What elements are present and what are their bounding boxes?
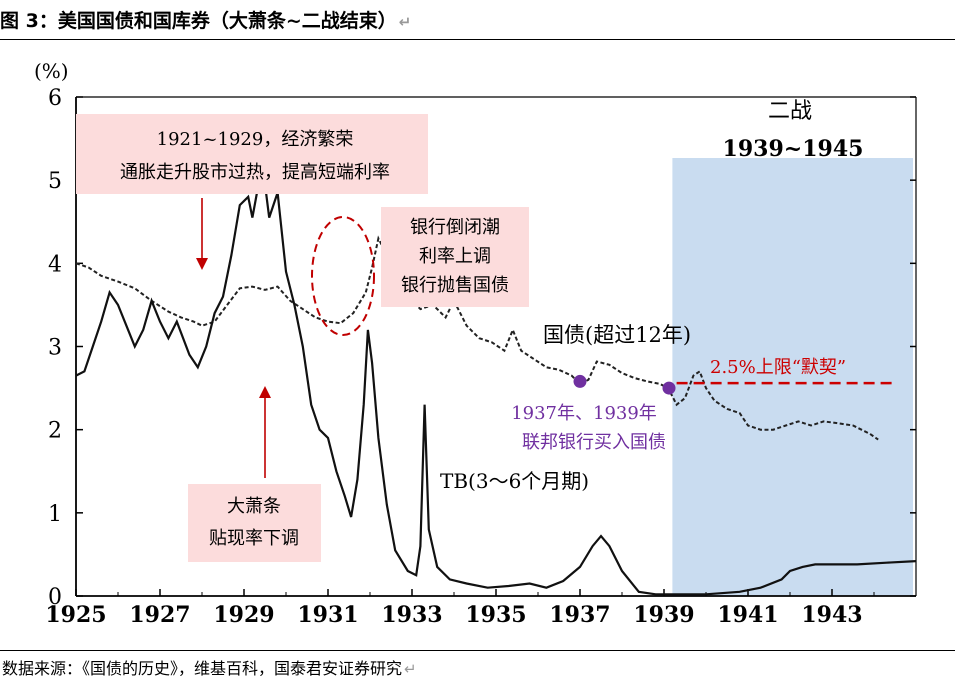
tb-series-label: TB(3～6个月期): [440, 469, 589, 493]
x-tick-label: 1929: [213, 602, 274, 628]
title-rule: [0, 39, 955, 40]
source-note: 数据来源：《国债的历史》，维基百科，国泰君安证券研究 ↵: [2, 659, 417, 678]
y-tick-label: 3: [48, 336, 62, 361]
x-tick-label: 1927: [129, 602, 190, 628]
depression-line2: 贴现率下调: [209, 528, 299, 549]
bank-run-line3: 银行抛售国债: [401, 275, 509, 296]
wwii-label: 二战: [768, 99, 812, 124]
x-tick-label: 1925: [45, 602, 106, 628]
x-tick-label: 1937: [549, 602, 610, 628]
purchase-label-line2: 联邦银行买入国债: [522, 432, 666, 453]
series-tb-line: [75, 167, 917, 596]
x-tick-label: 1943: [801, 602, 862, 628]
y-unit-label: (%): [34, 59, 69, 83]
wwii-years-label: 1939~1945: [723, 136, 864, 162]
y-tick-label: 1: [48, 502, 62, 527]
boom-arrow-head: [196, 258, 208, 270]
bond-series-label: 国债(超过12年): [543, 323, 691, 347]
purchase-point-1937: [573, 374, 587, 388]
depression-line1: 大萧条: [227, 496, 281, 517]
rate-chart: 0 1 2 3 4 5 6 1925 1927 1929 1931 1933 1935 1937 1939 1…: [34, 59, 917, 628]
depression-annotation-box: [188, 484, 321, 562]
bank-run-circle: [311, 216, 375, 336]
wwii-shaded-period: [672, 158, 913, 596]
bank-run-line2: 利率上调: [419, 246, 491, 267]
x-tick-label: 1935: [465, 602, 526, 628]
figure-title: 图 3：美国国债和国库券（大萧条~二战结束） ↵: [0, 10, 412, 32]
x-tick-label: 1931: [297, 602, 358, 628]
bank-run-line1: 银行倒闭潮: [410, 217, 500, 238]
purchase-point-1939: [662, 381, 676, 395]
source-rule: [0, 650, 955, 651]
x-tick-label: 1941: [717, 602, 778, 628]
purchase-label-line1: 1937年、1939年: [511, 403, 657, 424]
depression-arrow-head: [259, 386, 271, 398]
series-bond-line: [75, 235, 879, 441]
x-tick-label: 1939: [633, 602, 694, 628]
x-tick-label: 1933: [381, 602, 442, 628]
boom-annotation-line1: 1921~1929，经济繁荣: [157, 129, 354, 150]
y-tick-label: 5: [48, 169, 62, 194]
y-tick-label: 2: [48, 419, 62, 444]
boom-annotation-line2: 通胀走升股市过热，提高短端利率: [120, 162, 390, 183]
y-tick-label: 6: [48, 86, 62, 111]
limit-label: 2.5%上限“默契”: [710, 357, 846, 378]
bank-run-annotation-box: [381, 207, 529, 307]
y-tick-label: 0: [48, 585, 62, 610]
y-tick-label: 4: [48, 252, 62, 277]
boom-annotation-box: [76, 114, 428, 194]
